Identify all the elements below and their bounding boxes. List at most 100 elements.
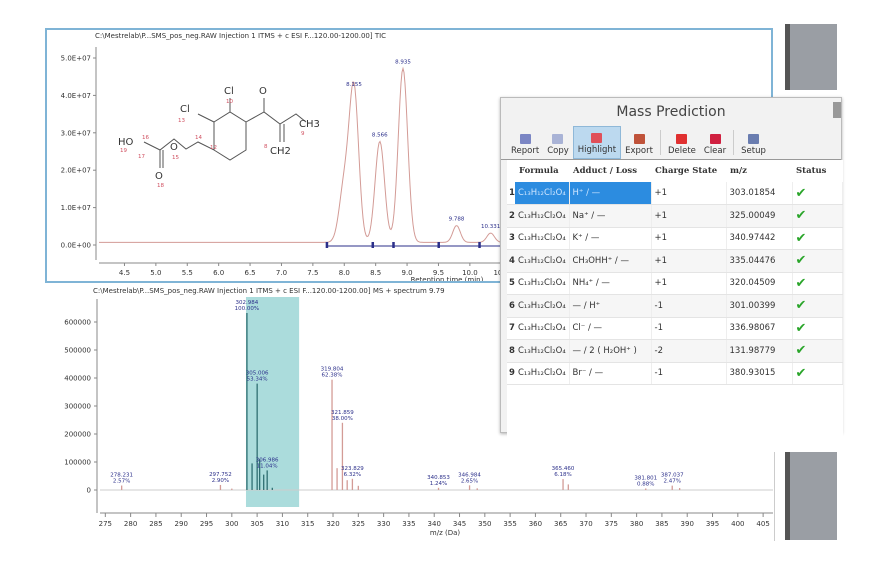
charge-cell[interactable]: -1 — [651, 317, 727, 340]
mz-cell[interactable]: 301.00399 — [726, 294, 793, 318]
x-tick-label: 8.0 — [339, 269, 350, 277]
highlight-region[interactable] — [245, 297, 300, 507]
highlight-button[interactable]: Highlight — [572, 126, 622, 159]
mz-cell[interactable]: 325.00049 — [726, 204, 793, 228]
mz-cell[interactable]: 336.98067 — [726, 317, 793, 340]
integration-marker — [392, 242, 395, 248]
charge-cell[interactable]: +1 — [651, 249, 727, 273]
x-tick-label: 5.5 — [182, 269, 193, 277]
charge-cell[interactable]: -1 — [651, 294, 727, 318]
formula-cell[interactable]: C₁₃H₁₂Cl₂O₄ — [515, 249, 570, 273]
y-tick-label: 100000 — [64, 459, 91, 467]
charge-cell[interactable]: -2 — [651, 339, 727, 363]
charge-cell[interactable]: -1 — [651, 362, 727, 385]
x-tick-label: 7.5 — [307, 269, 318, 277]
adduct-cell[interactable]: NH₄⁺ / — — [569, 272, 652, 295]
column-header[interactable]: Formula — [515, 160, 569, 182]
mz-cell[interactable]: 335.04476 — [726, 249, 793, 273]
charge-cell[interactable]: +1 — [651, 182, 727, 205]
formula-cell[interactable]: C₁₃H₁₂Cl₂O₄ — [515, 204, 570, 228]
table-row[interactable]: 8 C₁₃H₁₂Cl₂O₄ — / 2 ( H₂OH⁺ ) -2 131.987… — [507, 339, 843, 363]
peak-percent-label: 100.00% — [235, 306, 259, 312]
atom-number: 19 — [120, 148, 127, 154]
peak-percent-label: 6.32% — [344, 472, 361, 478]
clear-button[interactable]: Clear — [700, 126, 730, 159]
x-tick-label: 9.5 — [433, 269, 444, 277]
mass-prediction-dialog[interactable]: Mass Prediction Report Copy Highlight Expor… — [500, 97, 843, 452]
column-header[interactable]: Adduct / Loss — [569, 160, 651, 182]
button-label: Export — [625, 146, 653, 156]
tic-chart: Cl Cl O CH3 CH2 HO O O 10 13 19 17 16 15… — [61, 47, 771, 281]
formula-cell[interactable]: C₁₃H₁₂Cl₂O₄ — [515, 227, 570, 250]
peak-percent-label: 62.38% — [322, 373, 343, 379]
adduct-cell[interactable]: Cl⁻ / — — [569, 317, 652, 340]
delete-icon — [676, 134, 688, 144]
delete-button[interactable]: Delete — [664, 126, 700, 159]
export-button[interactable]: Export — [621, 126, 657, 159]
close-button[interactable] — [833, 102, 841, 118]
row-number: 6 — [507, 294, 515, 318]
table-row[interactable]: 9 C₁₃H₁₂Cl₂O₄ Br⁻ / — -1 380.93015 ✔ — [507, 362, 843, 385]
adduct-cell[interactable]: — / H⁺ — [569, 294, 652, 318]
peak-mz-label: 323.829 — [341, 466, 364, 472]
y-tick-label: 600000 — [64, 319, 91, 327]
column-header[interactable]: Status — [792, 160, 843, 182]
x-tick-label: 10.0 — [462, 269, 478, 277]
adduct-cell[interactable]: CH₃OHH⁺ / — — [569, 249, 652, 273]
adduct-cell[interactable]: Br⁻ / — — [569, 362, 652, 385]
formula-cell[interactable]: C₁₃H₁₂Cl₂O₄ — [515, 182, 570, 205]
formula-cell[interactable]: C₁₃H₁₂Cl₂O₄ — [515, 294, 570, 318]
mz-cell[interactable]: 303.01854 — [726, 182, 793, 205]
y-tick-label: 3.0E+07 — [61, 129, 91, 137]
table-row[interactable]: 4 C₁₃H₁₂Cl₂O₄ CH₃OHH⁺ / — +1 335.04476 ✔ — [507, 249, 843, 273]
table-row[interactable]: 2 C₁₃H₁₂Cl₂O₄ Na⁺ / — +1 325.00049 ✔ — [507, 204, 843, 228]
x-tick-label: 280 — [124, 520, 137, 528]
column-header[interactable]: Charge State — [651, 160, 726, 182]
status-check-icon: ✔ — [792, 362, 843, 385]
adduct-cell[interactable]: H⁺ / — — [569, 182, 652, 205]
y-tick-label: 1.0E+07 — [61, 204, 91, 212]
table-row[interactable]: 1 C₁₃H₁₂Cl₂O₄ H⁺ / — +1 303.01854 ✔ — [507, 182, 843, 205]
atom-number: 18 — [157, 183, 164, 189]
atom-number: 13 — [178, 118, 185, 124]
formula-cell[interactable]: C₁₃H₁₂Cl₂O₄ — [515, 317, 570, 340]
y-tick-label: 0 — [87, 487, 91, 495]
mz-cell[interactable]: 380.93015 — [726, 362, 793, 385]
charge-cell[interactable]: +1 — [651, 227, 727, 250]
adduct-cell[interactable]: — / 2 ( H₂OH⁺ ) — [569, 339, 652, 363]
report-button[interactable]: Report — [507, 126, 543, 159]
atom-number: 16 — [142, 135, 149, 141]
status-check-icon: ✔ — [792, 227, 843, 250]
adduct-cell[interactable]: K⁺ / — — [569, 227, 652, 250]
molecule-structure — [143, 98, 307, 168]
charge-cell[interactable]: +1 — [651, 272, 727, 295]
y-tick-label: 400000 — [64, 375, 91, 383]
x-tick-label: 315 — [301, 520, 314, 528]
adduct-cell[interactable]: Na⁺ / — — [569, 204, 652, 228]
table-row[interactable]: 7 C₁₃H₁₂Cl₂O₄ Cl⁻ / — -1 336.98067 ✔ — [507, 317, 843, 340]
peak-mz-label: 297.752 — [209, 472, 232, 478]
formula-cell[interactable]: C₁₃H₁₂Cl₂O₄ — [515, 272, 570, 295]
table-row[interactable]: 6 C₁₃H₁₂Cl₂O₄ — / H⁺ -1 301.00399 ✔ — [507, 294, 843, 318]
x-tick-label: 365 — [554, 520, 567, 528]
button-label: Highlight — [577, 145, 617, 155]
formula-cell[interactable]: C₁₃H₁₂Cl₂O₄ — [515, 362, 570, 385]
atom-number: 10 — [226, 99, 233, 105]
peak-percent-label: 2.57% — [113, 479, 130, 485]
dialog-toolbar: Report Copy Highlight Export Delete Clear Setu… — [501, 126, 841, 160]
status-check-icon: ✔ — [792, 182, 843, 205]
table-row[interactable]: 3 C₁₃H₁₂Cl₂O₄ K⁺ / — +1 340.97442 ✔ — [507, 227, 843, 250]
setup-button[interactable]: Setup — [737, 126, 770, 159]
column-header[interactable]: m/z — [726, 160, 792, 182]
status-check-icon: ✔ — [792, 249, 843, 273]
charge-cell[interactable]: +1 — [651, 204, 727, 228]
clear-icon — [709, 134, 721, 144]
mz-cell[interactable]: 131.98779 — [726, 339, 793, 363]
mz-cell[interactable]: 320.04509 — [726, 272, 793, 295]
formula-cell[interactable]: C₁₃H₁₂Cl₂O₄ — [515, 339, 570, 363]
x-tick-label: 6.0 — [213, 269, 224, 277]
status-check-icon: ✔ — [792, 317, 843, 340]
mz-cell[interactable]: 340.97442 — [726, 227, 793, 250]
copy-button[interactable]: Copy — [543, 126, 573, 159]
table-row[interactable]: 5 C₁₃H₁₂Cl₂O₄ NH₄⁺ / — +1 320.04509 ✔ — [507, 272, 843, 295]
